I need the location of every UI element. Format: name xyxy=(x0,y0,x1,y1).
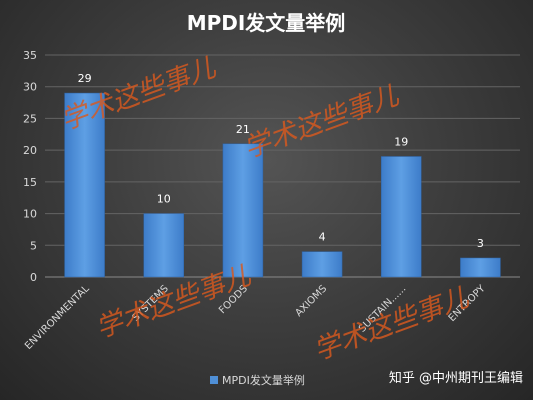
y-tick-label: 25 xyxy=(23,112,37,125)
bar xyxy=(381,156,422,278)
y-tick-label: 20 xyxy=(23,144,37,157)
credit-text: 知乎 @中州期刊王编辑 xyxy=(388,371,523,386)
bar xyxy=(222,143,264,278)
data-label: 29 xyxy=(78,72,92,85)
x-tick-label: AXIOMS xyxy=(293,283,329,319)
legend-label: MPDI发文量举例 xyxy=(222,373,305,387)
y-tick-label: 0 xyxy=(30,271,37,284)
bar xyxy=(143,213,184,278)
y-tick-label: 10 xyxy=(23,208,37,221)
data-label: 10 xyxy=(157,193,171,206)
bar xyxy=(460,257,501,278)
data-label: 3 xyxy=(477,237,484,250)
bar xyxy=(301,251,343,278)
chart-title: MPDI发文量举例 xyxy=(187,11,346,35)
legend-swatch xyxy=(210,376,218,384)
data-label: 4 xyxy=(319,231,326,244)
bars: 29 10 21 4 19 3 xyxy=(64,72,501,278)
data-label: 19 xyxy=(394,135,408,148)
legend: MPDI发文量举例 xyxy=(210,373,305,387)
gridlines xyxy=(45,54,520,278)
x-tick-label: ENVIRONMENTAL xyxy=(23,283,92,352)
y-axis: 0 5 10 15 20 25 30 35 xyxy=(23,49,37,284)
y-tick-label: 30 xyxy=(23,81,37,94)
bar xyxy=(64,92,105,278)
y-tick-label: 5 xyxy=(30,239,37,252)
y-tick-label: 35 xyxy=(23,49,37,62)
y-tick-label: 15 xyxy=(23,176,37,189)
data-label: 21 xyxy=(236,123,250,136)
watermark-text: 学术这些事儿 xyxy=(240,80,404,165)
